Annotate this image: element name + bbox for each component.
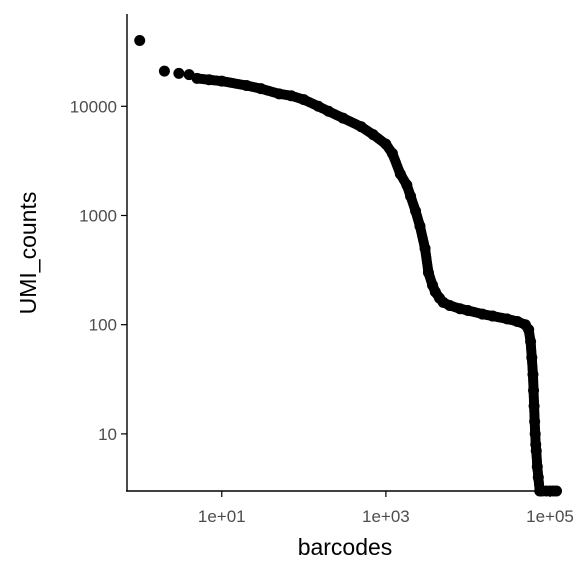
data-point bbox=[298, 94, 309, 105]
x-ticks-layer: 1e+01 1e+03 1e+05 bbox=[198, 491, 574, 526]
points-layer bbox=[134, 35, 562, 496]
data-point bbox=[533, 472, 544, 483]
data-point bbox=[527, 369, 538, 380]
data-point bbox=[420, 243, 431, 254]
data-point bbox=[216, 76, 227, 87]
data-point bbox=[173, 68, 184, 79]
data-point bbox=[159, 66, 170, 77]
data-point bbox=[530, 428, 541, 439]
data-point bbox=[387, 148, 398, 159]
data-point bbox=[528, 385, 539, 396]
data-point bbox=[523, 324, 534, 335]
data-point bbox=[410, 205, 421, 216]
y-tick-label: 10000 bbox=[70, 97, 117, 116]
data-point bbox=[423, 267, 434, 278]
y-tick-label: 1000 bbox=[79, 206, 117, 225]
data-point bbox=[313, 101, 324, 112]
data-point bbox=[241, 80, 252, 91]
x-tick-label: 1e+05 bbox=[526, 507, 574, 526]
data-point bbox=[274, 88, 285, 99]
data-point bbox=[134, 35, 145, 46]
data-point bbox=[487, 311, 498, 322]
data-point bbox=[395, 168, 406, 179]
data-point bbox=[356, 121, 367, 132]
data-point bbox=[529, 416, 540, 427]
y-axis-title: UMI_counts bbox=[15, 192, 41, 315]
x-tick-label: 1e+03 bbox=[362, 507, 410, 526]
data-point bbox=[525, 336, 536, 347]
y-tick-label: 100 bbox=[89, 316, 117, 335]
data-point bbox=[526, 352, 537, 363]
data-point bbox=[405, 191, 416, 202]
data-point bbox=[368, 129, 379, 140]
data-point bbox=[401, 180, 412, 191]
x-axis-title: barcodes bbox=[298, 534, 393, 560]
data-point bbox=[502, 313, 513, 324]
data-point bbox=[414, 221, 425, 232]
y-ticks-layer: 10 100 1000 10000 bbox=[70, 97, 127, 444]
data-point bbox=[255, 83, 266, 94]
data-point bbox=[337, 113, 348, 124]
data-point bbox=[444, 300, 455, 311]
data-point bbox=[204, 74, 215, 85]
data-point bbox=[380, 139, 391, 150]
data-point bbox=[192, 73, 203, 84]
data-point bbox=[323, 106, 334, 117]
data-point bbox=[532, 461, 543, 472]
x-tick-label: 1e+01 bbox=[198, 507, 246, 526]
data-point bbox=[462, 305, 473, 316]
data-point bbox=[529, 401, 540, 412]
y-tick-label: 10 bbox=[98, 425, 117, 444]
data-point bbox=[531, 445, 542, 456]
data-point bbox=[477, 309, 488, 320]
data-point bbox=[286, 90, 297, 101]
